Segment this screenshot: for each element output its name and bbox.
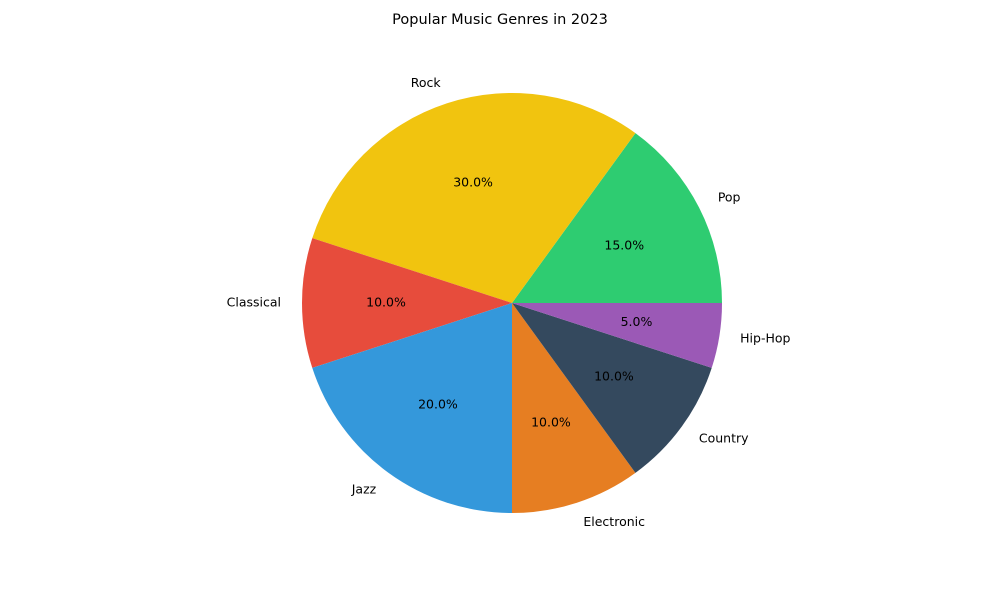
pct-label-country: 10.0% [594, 369, 634, 384]
pie-slice-classical [302, 238, 512, 368]
pie-slice-rock [312, 93, 636, 303]
pct-label-electronic: 10.0% [531, 414, 571, 429]
slice-label-pop: Pop [718, 190, 741, 205]
chart-title: Popular Music Genres in 2023 [392, 12, 608, 28]
slice-label-jazz: Jazz [351, 481, 377, 496]
pie-slice-pop [512, 133, 722, 303]
slice-label-rock: Rock [411, 75, 442, 90]
slice-label-classical: Classical [227, 295, 281, 310]
slice-label-hip-hop: Hip-Hop [740, 331, 790, 346]
pct-label-classical: 10.0% [366, 295, 406, 310]
labels-layer: Pop 15.0% Rock 30.0% Classical 10.0% Jazz 20.0%… [227, 75, 791, 529]
pct-label-jazz: 20.0% [418, 396, 458, 411]
pie-slice-country [512, 303, 712, 473]
slices-layer [302, 93, 722, 513]
slice-label-country: Country [699, 430, 749, 445]
slice-label-electronic: Electronic [583, 514, 645, 529]
pie-slice-hip-hop [512, 303, 722, 368]
pct-label-pop: 15.0% [604, 237, 644, 252]
pie-slice-electronic [512, 303, 636, 513]
pie-slice-jazz [312, 303, 512, 513]
pct-label-hip-hop: 5.0% [621, 314, 653, 329]
pct-label-rock: 30.0% [453, 175, 493, 190]
